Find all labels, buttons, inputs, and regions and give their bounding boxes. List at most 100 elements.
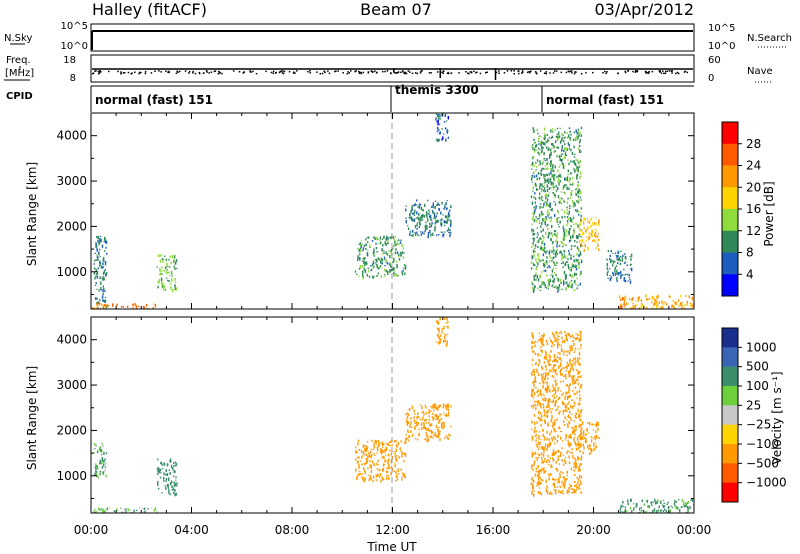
heatmap-cell-0-1-58 bbox=[161, 259, 163, 261]
heatmap-cell-0-8-8 bbox=[619, 255, 622, 258]
heatmap-cell-1-6-188 bbox=[549, 408, 551, 410]
heatmap-cell-0-0-77 bbox=[103, 258, 105, 263]
heatmap-cell-0-6-685 bbox=[544, 174, 546, 178]
heatmap-cell-0-6-418 bbox=[562, 153, 564, 155]
heatmap-cell-0-7-70 bbox=[581, 245, 584, 247]
heatmap-cell-0-6-338 bbox=[567, 173, 569, 176]
heatmap-cell-0-1-55 bbox=[165, 271, 168, 274]
heatmap-cell-0-6-51 bbox=[558, 289, 560, 291]
heatmap-cell-1-7-58 bbox=[593, 449, 595, 451]
heatmap-cell-0-6-827 bbox=[550, 160, 552, 163]
heatmap-cell-1-1-19 bbox=[173, 462, 175, 464]
heatmap-cell-1-6-21 bbox=[552, 483, 555, 486]
heatmap-cell-0-6-562 bbox=[569, 274, 572, 277]
heatmap-cell-1-6-781 bbox=[554, 442, 556, 445]
heatmap-cell-0-3-168 bbox=[393, 238, 395, 241]
heatmap-cell-0-6-795 bbox=[561, 255, 564, 258]
heatmap-cell-0-9-42 bbox=[623, 298, 626, 302]
heatmap-cell-0-6-162 bbox=[531, 281, 533, 284]
heatmap-cell-1-4-133 bbox=[409, 424, 411, 428]
heatmap-cell-0-3-75 bbox=[395, 248, 397, 251]
heatmap-cell-0-3-215 bbox=[396, 266, 398, 269]
heatmap-cell-0-6-537 bbox=[572, 204, 574, 208]
heatmap-cell-0-2-15 bbox=[138, 305, 140, 308]
heatmap-cell-1-6-749 bbox=[533, 490, 535, 492]
heatmap-cell-0-3-95 bbox=[381, 253, 384, 255]
freq-dot-12 bbox=[645, 72, 647, 74]
heatmap-cell-0-0-88 bbox=[102, 278, 104, 281]
heatmap-cell-1-6-226 bbox=[579, 468, 581, 472]
heatmap-cell-1-8-108 bbox=[650, 501, 652, 505]
heatmap-cell-1-2-3 bbox=[94, 509, 96, 511]
freq-dot-73 bbox=[127, 71, 130, 74]
heatmap-cell-0-6-798 bbox=[560, 191, 563, 193]
heatmap-cell-0-6-731 bbox=[540, 246, 542, 248]
heatmap-cell-1-8-102 bbox=[681, 499, 683, 502]
heatmap-cell-0-6-898 bbox=[542, 249, 545, 251]
heatmap-cell-0-6-539 bbox=[577, 224, 579, 228]
heatmap-cell-0-6-379 bbox=[540, 172, 542, 176]
heatmap-cell-1-4-4 bbox=[433, 404, 436, 408]
heatmap-cell-0-6-625 bbox=[531, 217, 534, 221]
heatmap-cell-1-6-263 bbox=[542, 385, 544, 389]
heatmap-cell-1-3-198 bbox=[369, 460, 371, 462]
heatmap-cell-1-6-752 bbox=[531, 332, 533, 334]
heatmap-cell-1-6-264 bbox=[577, 376, 579, 379]
heatmap-cell-0-8-31 bbox=[617, 250, 619, 253]
heatmap-cell-1-5-29 bbox=[443, 325, 445, 327]
heatmap-cell-0-9-73 bbox=[651, 306, 654, 308]
heatmap-cell-1-6-223 bbox=[578, 441, 580, 443]
heatmap-cell-0-6-410 bbox=[576, 131, 578, 135]
heatmap-cell-0-1-65 bbox=[174, 267, 176, 270]
heatmap-cell-0-7-10 bbox=[580, 218, 582, 222]
heatmap-cell-1-7-26 bbox=[592, 429, 595, 431]
heatmap-cell-0-6-524 bbox=[539, 173, 541, 175]
heatmap-cell-0-8-73 bbox=[620, 276, 622, 279]
heatmap-cell-0-7-42 bbox=[584, 244, 586, 248]
heatmap-cell-0-6-872 bbox=[574, 169, 576, 173]
heatmap-cell-0-9-104 bbox=[645, 298, 648, 301]
heatmap-cell-0-6-161 bbox=[569, 130, 571, 133]
heatmap-cell-0-8-22 bbox=[620, 250, 622, 253]
heatmap-cell-1-6-298 bbox=[537, 465, 539, 469]
heatmap-cell-1-6-620 bbox=[560, 380, 562, 383]
heatmap-cell-0-6-653 bbox=[576, 178, 578, 180]
freq-dot-196 bbox=[660, 72, 663, 74]
heatmap-cell-0-7-17 bbox=[583, 222, 585, 225]
heatmap-cell-0-3-177 bbox=[363, 261, 365, 265]
heatmap-cell-1-0-35 bbox=[99, 470, 102, 473]
heatmap-cell-0-6-219 bbox=[564, 143, 566, 146]
heatmap-cell-0-6-902 bbox=[563, 156, 566, 159]
heatmap-cell-0-6-802 bbox=[533, 237, 535, 241]
heatmap-cell-0-3-223 bbox=[375, 258, 377, 261]
heatmap-cell-0-4-117 bbox=[434, 225, 436, 230]
heatmap-cell-1-6-706 bbox=[580, 383, 583, 387]
freq-dot-37 bbox=[144, 72, 147, 75]
heatmap-cell-1-5-18 bbox=[444, 333, 446, 335]
heatmap-cell-0-3-162 bbox=[400, 239, 402, 241]
heatmap-cell-0-6-23 bbox=[576, 277, 578, 280]
heatmap-cell-1-3-79 bbox=[376, 440, 378, 443]
heatmap-cell-0-9-14 bbox=[641, 303, 644, 307]
heatmap-cell-0-6-748 bbox=[559, 157, 561, 162]
heatmap-cell-1-3-182 bbox=[377, 440, 380, 443]
heatmap-cell-0-6-387 bbox=[536, 159, 539, 162]
heatmap-cell-1-6-351 bbox=[538, 434, 540, 438]
heatmap-cell-0-6-25 bbox=[531, 212, 534, 214]
heatmap-cell-1-8-9 bbox=[660, 500, 662, 504]
heatmap-cell-1-6-437 bbox=[552, 459, 555, 461]
heatmap-cell-1-6-698 bbox=[573, 374, 575, 378]
heatmap-cell-1-7-69 bbox=[586, 428, 588, 432]
freq-dot-206 bbox=[428, 72, 431, 74]
heatmap-cell-0-4-171 bbox=[418, 212, 420, 216]
heatmap-cell-0-6-17 bbox=[558, 217, 560, 219]
heatmap-cell-0-6-824 bbox=[549, 180, 552, 183]
heatmap-cell-1-6-24 bbox=[564, 375, 566, 377]
heatmap-cell-0-3-160 bbox=[361, 260, 364, 262]
freq-dot-213 bbox=[210, 71, 213, 73]
heatmap-cell-0-3-5 bbox=[387, 270, 389, 275]
freq-dot-227 bbox=[671, 70, 673, 72]
heatmap-cell-1-4-140 bbox=[447, 403, 450, 406]
heatmap-cell-1-6-626 bbox=[541, 414, 543, 418]
heatmap-cell-1-6-44 bbox=[569, 410, 571, 414]
